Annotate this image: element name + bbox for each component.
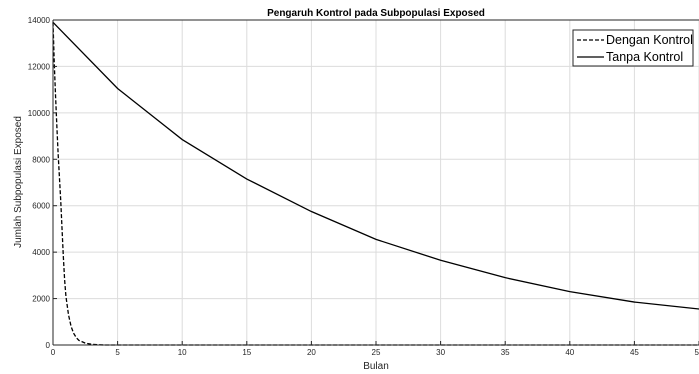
y-tick-label: 8000 bbox=[32, 155, 50, 164]
y-axis-label: Jumlah Subpopulasi Exposed bbox=[13, 116, 24, 248]
x-tick-label: 10 bbox=[178, 348, 187, 357]
y-tick-label: 12000 bbox=[28, 62, 51, 71]
x-tick-label: 30 bbox=[436, 348, 445, 357]
x-tick-label: 0 bbox=[51, 348, 56, 357]
y-tick-label: 0 bbox=[46, 341, 51, 350]
chart-title: Pengaruh Kontrol pada Subpopulasi Expose… bbox=[267, 8, 485, 19]
legend: Dengan Kontrol Tanpa Kontrol bbox=[572, 29, 694, 67]
x-tick-label: 40 bbox=[565, 348, 574, 357]
legend-label-tanpa-kontrol: Tanpa Kontrol bbox=[606, 50, 683, 64]
x-tick-label: 20 bbox=[307, 348, 316, 357]
x-tick-label: 25 bbox=[372, 348, 381, 357]
x-tick-label: 45 bbox=[630, 348, 639, 357]
x-tick-label: 5 bbox=[115, 348, 120, 357]
x-tick-label: 35 bbox=[501, 348, 510, 357]
series-line-tanpa-kontrol bbox=[52, 21, 699, 310]
y-tick-label: 10000 bbox=[28, 109, 51, 118]
y-tick-label: 14000 bbox=[28, 16, 51, 25]
ticks: 0 5 10 15 20 25 30 35 40 45 5020004000600080001000… bbox=[28, 16, 699, 357]
legend-box bbox=[572, 29, 694, 67]
x-tick-label: 15 bbox=[242, 348, 251, 357]
y-tick-label: 2000 bbox=[32, 295, 50, 304]
y-tick-label: 6000 bbox=[32, 202, 50, 211]
x-axis-label: Bulan bbox=[363, 361, 389, 372]
y-tick-label: 4000 bbox=[32, 248, 50, 257]
x-tick-label: 5 bbox=[695, 348, 699, 357]
legend-label-dengan-kontrol: Dengan Kontrol bbox=[606, 33, 693, 47]
